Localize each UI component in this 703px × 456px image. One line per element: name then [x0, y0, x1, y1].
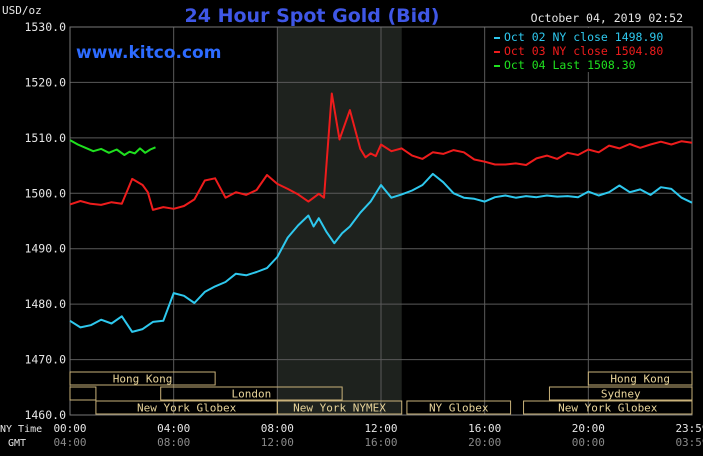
x-tick-label-ny: 12:00	[364, 422, 397, 435]
y-axis-unit-label: USD/oz	[2, 4, 42, 17]
x-tick-label-gmt: 08:00	[157, 436, 190, 449]
y-tick-label: 1530.0	[24, 20, 66, 34]
y-tick-label: 1490.0	[24, 242, 66, 256]
series-line-oct04	[69, 139, 156, 156]
session-label: London	[232, 388, 272, 401]
x-tick-label-gmt: 00:00	[572, 436, 605, 449]
session-label: NY Globex	[429, 402, 489, 415]
site-watermark: www.kitco.com	[76, 43, 221, 63]
legend-entry: Oct 03 NY close 1504.80	[504, 44, 663, 58]
y-tick-label: 1520.0	[24, 75, 66, 89]
session-label: Hong Kong	[113, 373, 173, 386]
session-label: Sydney	[601, 388, 641, 401]
chart-title: 24 Hour Spot Gold (Bid)	[185, 5, 440, 27]
x-axis-label-gmt: GMT	[8, 438, 26, 449]
session-band	[548, 386, 693, 401]
session-band	[69, 371, 216, 386]
x-tick-label-gmt: 04:00	[53, 436, 86, 449]
x-tick-label-ny: 20:00	[572, 422, 605, 435]
legend-swatch	[494, 37, 500, 39]
x-tick-label-ny: 08:00	[261, 422, 294, 435]
plot-frame	[69, 26, 693, 416]
price-series	[69, 92, 693, 333]
series-line-oct02	[69, 172, 693, 333]
y-axis-tick-labels: 1460.0 1470.0 1480.0 1490.0 1500.0 1510.0 1520…	[24, 20, 66, 422]
x-tick-label-gmt: 03:59	[675, 436, 703, 449]
session-band	[523, 400, 693, 415]
x-tick-label-ny: 16:00	[468, 422, 501, 435]
legend-swatch	[494, 65, 500, 67]
legend-swatch	[494, 51, 500, 53]
session-label: New York NYMEX	[293, 402, 386, 415]
x-tick-label-ny: 00:00	[53, 422, 86, 435]
nymex-session-shade	[277, 27, 402, 415]
x-axis-label-ny-time: NY Time	[0, 424, 42, 435]
session-band	[276, 400, 403, 415]
session-band	[69, 386, 97, 401]
session-band	[160, 386, 343, 401]
session-label: New York Globex	[137, 402, 237, 415]
legend-entry: Oct 04 Last 1508.30	[504, 58, 636, 72]
x-tick-label-ny: 04:00	[157, 422, 190, 435]
session-band	[406, 400, 512, 415]
y-tick-label: 1460.0	[24, 408, 66, 422]
legend-entry: Oct 02 NY close 1498.90	[504, 30, 663, 44]
session-label: Hong Kong	[610, 373, 670, 386]
y-tick-label: 1500.0	[24, 186, 66, 200]
y-tick-label: 1480.0	[24, 297, 66, 311]
y-tick-label: 1510.0	[24, 131, 66, 145]
x-tick-label-gmt: 20:00	[468, 436, 501, 449]
x-tick-label-gmt: 16:00	[364, 436, 397, 449]
x-axis-tick-labels: 00:0004:0004:0008:0008:0012:0012:0016:00…	[53, 422, 703, 449]
timestamp-label: October 04, 2019 02:52	[531, 11, 683, 25]
y-tick-label: 1470.0	[24, 353, 66, 367]
series-line-oct03	[69, 92, 693, 211]
session-label: New York Globex	[558, 402, 658, 415]
x-tick-label-ny: 23:59	[675, 422, 703, 435]
session-band	[587, 371, 693, 386]
legend-box	[488, 28, 686, 72]
x-tick-label-gmt: 12:00	[261, 436, 294, 449]
